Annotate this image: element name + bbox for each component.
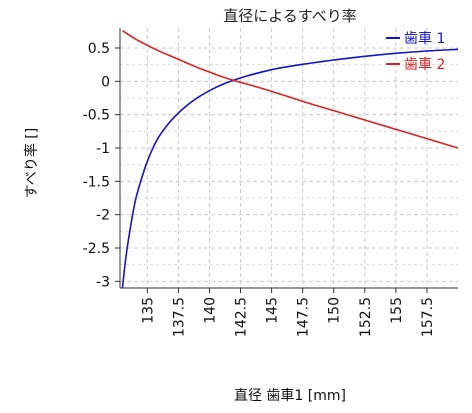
y-tick-label-4: -1.5 <box>83 174 110 190</box>
grid-lines <box>120 28 458 288</box>
chart-title: 直径によるすべり率 <box>223 7 357 25</box>
y-tick-label-1: 0 <box>101 74 110 90</box>
x-tick-label-7: 152.5 <box>358 297 374 337</box>
series-line-1 <box>121 48 459 289</box>
y-tick-label-3: -1 <box>96 141 110 157</box>
x-tick-label-2: 140 <box>202 297 218 324</box>
legend-label-2: 歯車 2 <box>404 56 445 73</box>
y-tick-label-7: -3 <box>96 274 110 290</box>
x-tick-label-6: 150 <box>327 297 343 324</box>
y-tick-label-0: 0.5 <box>88 41 110 57</box>
x-tick-label-0: 135 <box>140 297 156 324</box>
y-tick-label-2: -0.5 <box>83 108 110 124</box>
series-line-2 <box>122 29 459 149</box>
y-tick-labels: 0.5 0 -0.5 -1 -1.5 -2 -2.5 -3 <box>83 41 120 290</box>
y-tick-label-5: -2 <box>96 208 110 224</box>
axes <box>119 28 458 289</box>
x-tick-label-8: 155 <box>389 297 405 324</box>
legend-label-1: 歯車 1 <box>404 30 445 47</box>
series-lines <box>121 29 459 289</box>
y-tick-label-6: -2.5 <box>83 241 110 257</box>
x-tick-labels: 135 137.5 140 142.5 145 147.5 150 152.5 155 157.5 <box>140 288 436 337</box>
x-tick-label-4: 145 <box>265 297 281 324</box>
x-tick-label-1: 137.5 <box>171 297 187 337</box>
x-axis-label: 直径 歯車1 [mm] <box>234 387 346 404</box>
legend: 歯車 1 歯車 2 <box>386 30 445 73</box>
x-tick-label-9: 157.5 <box>420 297 436 337</box>
y-axis-label: すべり率 [] <box>23 128 40 198</box>
x-tick-label-3: 142.5 <box>234 297 250 337</box>
x-tick-label-5: 147.5 <box>296 297 312 337</box>
